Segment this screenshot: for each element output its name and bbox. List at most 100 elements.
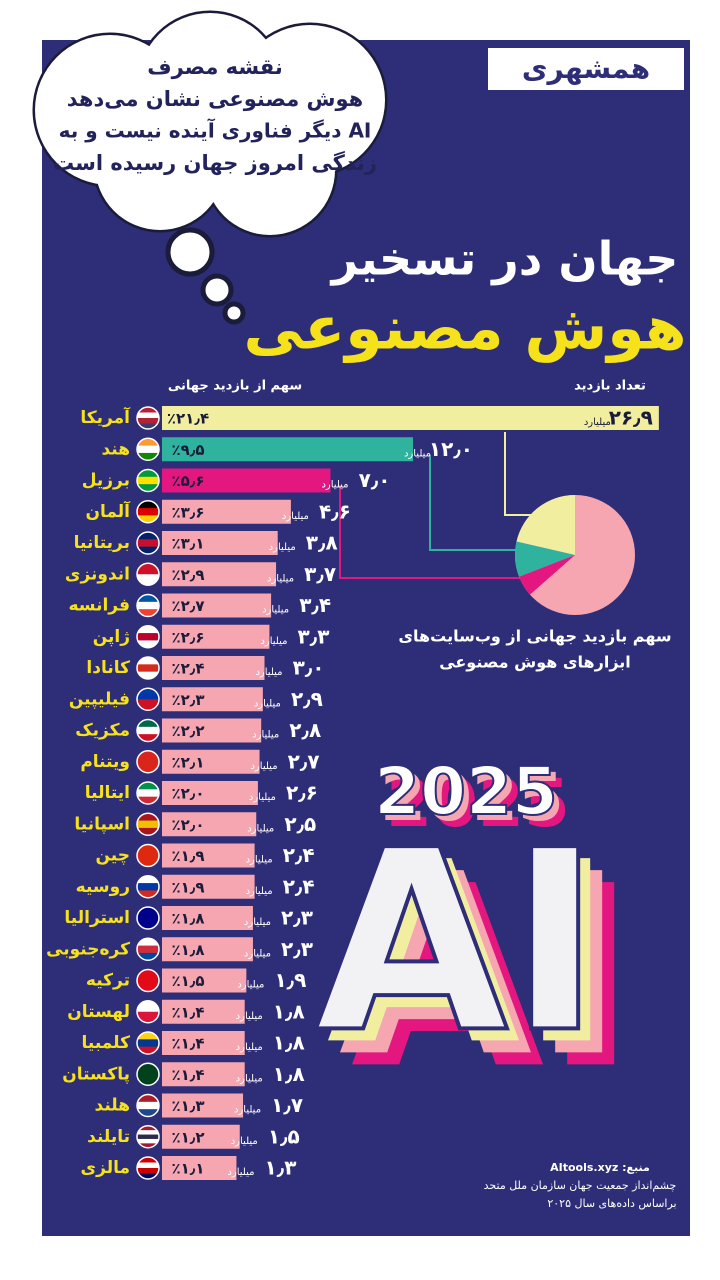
column-header: تعداد بازدید xyxy=(574,379,646,394)
bar xyxy=(215,499,291,524)
country-label: هلند xyxy=(95,1096,131,1116)
flag-stripe xyxy=(137,719,159,728)
flag-stripe xyxy=(137,640,159,648)
flag xyxy=(137,1094,159,1117)
title: جهان در تسخیر xyxy=(330,232,679,286)
thought-dot xyxy=(200,273,234,307)
country-label: چین xyxy=(96,846,131,866)
bar xyxy=(215,531,278,555)
flag xyxy=(137,1063,159,1086)
flag-stripe xyxy=(137,952,159,961)
share-label: ٪۳٫۶ xyxy=(171,503,204,521)
bar xyxy=(215,843,255,868)
flag-ring xyxy=(136,718,160,743)
flag-stripe xyxy=(137,1094,159,1103)
flag xyxy=(137,438,159,461)
unit-label: میلیارد xyxy=(254,698,281,709)
flag-ring xyxy=(136,593,160,618)
visits-label: ۳٫۸ xyxy=(306,531,338,555)
share-box xyxy=(162,468,215,493)
flag-stripe xyxy=(137,945,159,954)
unit-label: میلیارد xyxy=(244,917,271,928)
bar xyxy=(215,1124,240,1149)
unit-label: میلیارد xyxy=(404,448,431,459)
flag-stripe xyxy=(137,890,159,898)
visits-label: ۲٫۳ xyxy=(281,906,313,930)
flag xyxy=(137,625,159,648)
source-line: منبع: AItools.xyz xyxy=(550,1161,650,1174)
word-shadow: AI xyxy=(327,808,614,1099)
share-label: ٪۲۱٫۴ xyxy=(167,410,209,428)
share-label: ٪۲٫۶ xyxy=(171,628,204,646)
flag-stripe xyxy=(137,750,159,773)
flag-stripe xyxy=(137,789,159,798)
country-label: آمریکا xyxy=(80,406,131,428)
visits-label: ۲٫۳ xyxy=(281,937,313,961)
flag-ring xyxy=(136,531,160,555)
flag-ring xyxy=(136,687,160,711)
flag-stripe xyxy=(137,539,159,548)
flag-stripe xyxy=(137,1125,159,1131)
flag-stripe xyxy=(137,594,159,603)
share-label: ٪۳٫۱ xyxy=(171,535,204,553)
unit-label: میلیارد xyxy=(236,1042,263,1053)
year: 2025 xyxy=(374,753,558,830)
flag-ring xyxy=(136,1031,160,1055)
country-label: تایلند xyxy=(87,1127,130,1147)
visits-label: ۲٫۶ xyxy=(286,781,318,805)
column-header: سهم از بازدید جهانی xyxy=(168,379,302,394)
thought-dot xyxy=(222,301,246,325)
bar xyxy=(215,593,272,618)
flag-stripe xyxy=(137,412,159,419)
unit-label: میلیارد xyxy=(262,605,289,616)
share-label: ٪۲٫۴ xyxy=(171,660,204,678)
country-label: کره‌جنوبی xyxy=(46,939,130,959)
unit-label: میلیارد xyxy=(584,417,611,428)
year-shadow: 2025 xyxy=(380,759,564,836)
flag-ring xyxy=(136,1156,160,1180)
logo-box xyxy=(488,48,684,90)
flag-stripe xyxy=(137,1063,159,1086)
bar xyxy=(215,968,247,993)
flag-stripe xyxy=(137,574,159,586)
visits-label: ۲٫۹ xyxy=(291,687,323,711)
unit-label: میلیارد xyxy=(236,1011,263,1022)
year-shadow: 2025 xyxy=(386,765,570,842)
flag-stripe xyxy=(137,532,159,540)
share-label: ٪۱٫۸ xyxy=(171,910,204,928)
bar xyxy=(215,687,263,712)
visits-label: ۲٫۴ xyxy=(283,874,315,898)
flag-stripe xyxy=(137,657,159,665)
country-label: مکزیک xyxy=(75,721,130,741)
flag-stripe xyxy=(137,1011,159,1023)
unit-label: میلیارد xyxy=(246,886,273,897)
flag-stripe xyxy=(137,633,159,641)
share-box xyxy=(162,812,215,837)
flag xyxy=(137,719,159,742)
flag xyxy=(137,1125,159,1148)
visits-label: ۳٫۳ xyxy=(298,624,330,648)
flag xyxy=(137,688,159,711)
flag xyxy=(137,532,159,554)
flag-stripe xyxy=(137,609,159,617)
bar xyxy=(215,874,255,899)
flag-ring xyxy=(136,937,160,961)
flag-stripe xyxy=(137,407,159,413)
share-label: ٪۹٫۵ xyxy=(171,441,204,459)
cloud-part xyxy=(205,105,335,235)
bar xyxy=(215,562,277,587)
flag-stripe xyxy=(137,1032,159,1040)
flag-ring xyxy=(136,875,160,899)
flag-stripe xyxy=(137,1134,159,1140)
flag-stripe xyxy=(137,438,159,447)
flag-ring xyxy=(136,781,160,805)
flag-stripe xyxy=(137,546,159,554)
bar xyxy=(215,624,270,649)
pie-slice xyxy=(515,541,575,577)
share-box xyxy=(162,999,215,1024)
flag-ring xyxy=(136,1093,160,1118)
flag-stripe xyxy=(137,484,159,492)
country-label: فرانسه xyxy=(68,596,130,616)
flag-stripe xyxy=(137,844,159,867)
